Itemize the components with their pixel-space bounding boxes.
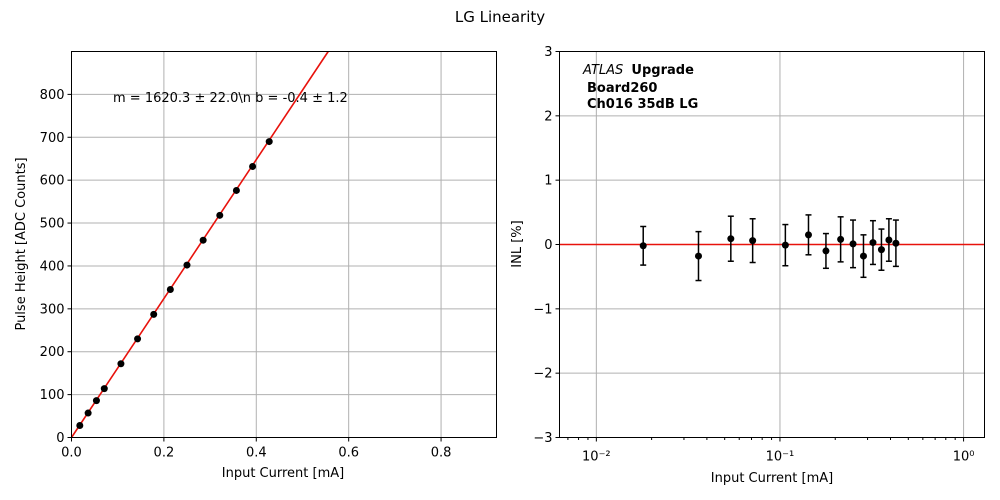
data-point <box>804 231 812 239</box>
linearity-grid <box>71 51 497 438</box>
data-point <box>117 360 125 368</box>
y-tick-label: 3 <box>544 45 552 60</box>
x-tick-label: 0.6 <box>338 446 359 461</box>
inl-ticks: 10⁻² 10⁻¹ 10⁰ −3 −2 −1 0 1 2 3 <box>533 45 974 465</box>
data-point <box>100 385 108 393</box>
y-tick-label: 500 <box>40 217 65 232</box>
board-label: Board260 <box>587 81 657 96</box>
figure-title: LG Linearity <box>455 8 545 26</box>
fit-annotation: m = 1620.3 ± 22.0\n b = -0.4 ± 1.2 <box>113 91 348 106</box>
linearity-x-axis-label: Input Current [mA] <box>222 466 344 481</box>
x-tick-label: 10⁻² <box>582 450 611 465</box>
data-point <box>892 239 900 247</box>
data-point <box>265 138 273 146</box>
y-tick-label: 200 <box>40 345 65 360</box>
data-point <box>727 235 735 243</box>
data-point <box>134 335 142 343</box>
data-point <box>781 241 789 249</box>
data-point <box>216 211 224 219</box>
y-tick-label: 800 <box>40 88 65 103</box>
data-point <box>76 421 84 429</box>
data-point <box>150 310 158 318</box>
x-tick-label: 0.0 <box>61 446 82 461</box>
y-tick-label: 2 <box>544 109 552 124</box>
data-point <box>822 247 830 255</box>
linearity-ticks: 0.0 0.2 0.4 0.6 0.8 0 100 200 300 400 500 600 700 800 <box>40 88 452 461</box>
inl-data <box>559 214 985 282</box>
y-tick-label: 1 <box>544 174 552 189</box>
inl-x-axis-label: Input Current [mA] <box>711 471 833 486</box>
data-point <box>639 242 647 250</box>
data-point <box>232 186 240 194</box>
x-tick-label: 0.2 <box>154 446 175 461</box>
y-tick-label: −3 <box>533 431 552 446</box>
y-tick-label: −1 <box>533 302 552 317</box>
x-tick-label: 10⁰ <box>953 450 975 465</box>
y-tick-label: −2 <box>533 367 552 382</box>
linearity-data <box>70 51 329 438</box>
y-tick-label: 100 <box>40 388 65 403</box>
y-tick-label: 700 <box>40 131 65 146</box>
atlas-label-bold: Upgrade <box>631 63 694 78</box>
y-tick-label: 600 <box>40 174 65 189</box>
y-tick-label: 0 <box>56 431 64 446</box>
atlas-label-italic: ATLAS <box>582 63 623 78</box>
data-point <box>166 286 174 294</box>
linearity-frame <box>71 51 497 438</box>
y-tick-label: 0 <box>544 238 552 253</box>
x-tick-label: 0.4 <box>246 446 267 461</box>
data-point <box>849 240 857 248</box>
y-tick-label: 400 <box>40 259 65 274</box>
data-point <box>749 237 757 245</box>
data-point <box>183 261 191 269</box>
linearity-panel: m = 1620.3 ± 22.0\n b = -0.4 ± 1.2 0.0 0.… <box>14 51 497 481</box>
inl-y-axis-label: INL [%] <box>510 220 525 267</box>
channel-label: Ch016 35dB LG <box>587 97 698 112</box>
data-point <box>877 246 885 254</box>
data-point <box>859 252 867 260</box>
linearity-y-axis-label: Pulse Height [ADC Counts] <box>14 157 29 330</box>
data-point <box>694 252 702 260</box>
data-point <box>869 239 877 247</box>
data-point <box>92 397 100 405</box>
x-tick-label: 10⁻¹ <box>766 450 795 465</box>
atlas-label-line-1: ATLAS Upgrade <box>582 63 694 78</box>
data-point <box>199 236 207 244</box>
data-point <box>885 236 893 244</box>
inl-panel: ATLAS Upgrade Board260 Ch016 35dB LG 10⁻… <box>510 45 985 486</box>
y-tick-label: 300 <box>40 302 65 317</box>
fit-line <box>70 51 329 438</box>
data-point <box>84 409 92 417</box>
x-tick-label: 0.8 <box>431 446 452 461</box>
data-point <box>837 235 845 243</box>
data-point <box>249 162 257 170</box>
